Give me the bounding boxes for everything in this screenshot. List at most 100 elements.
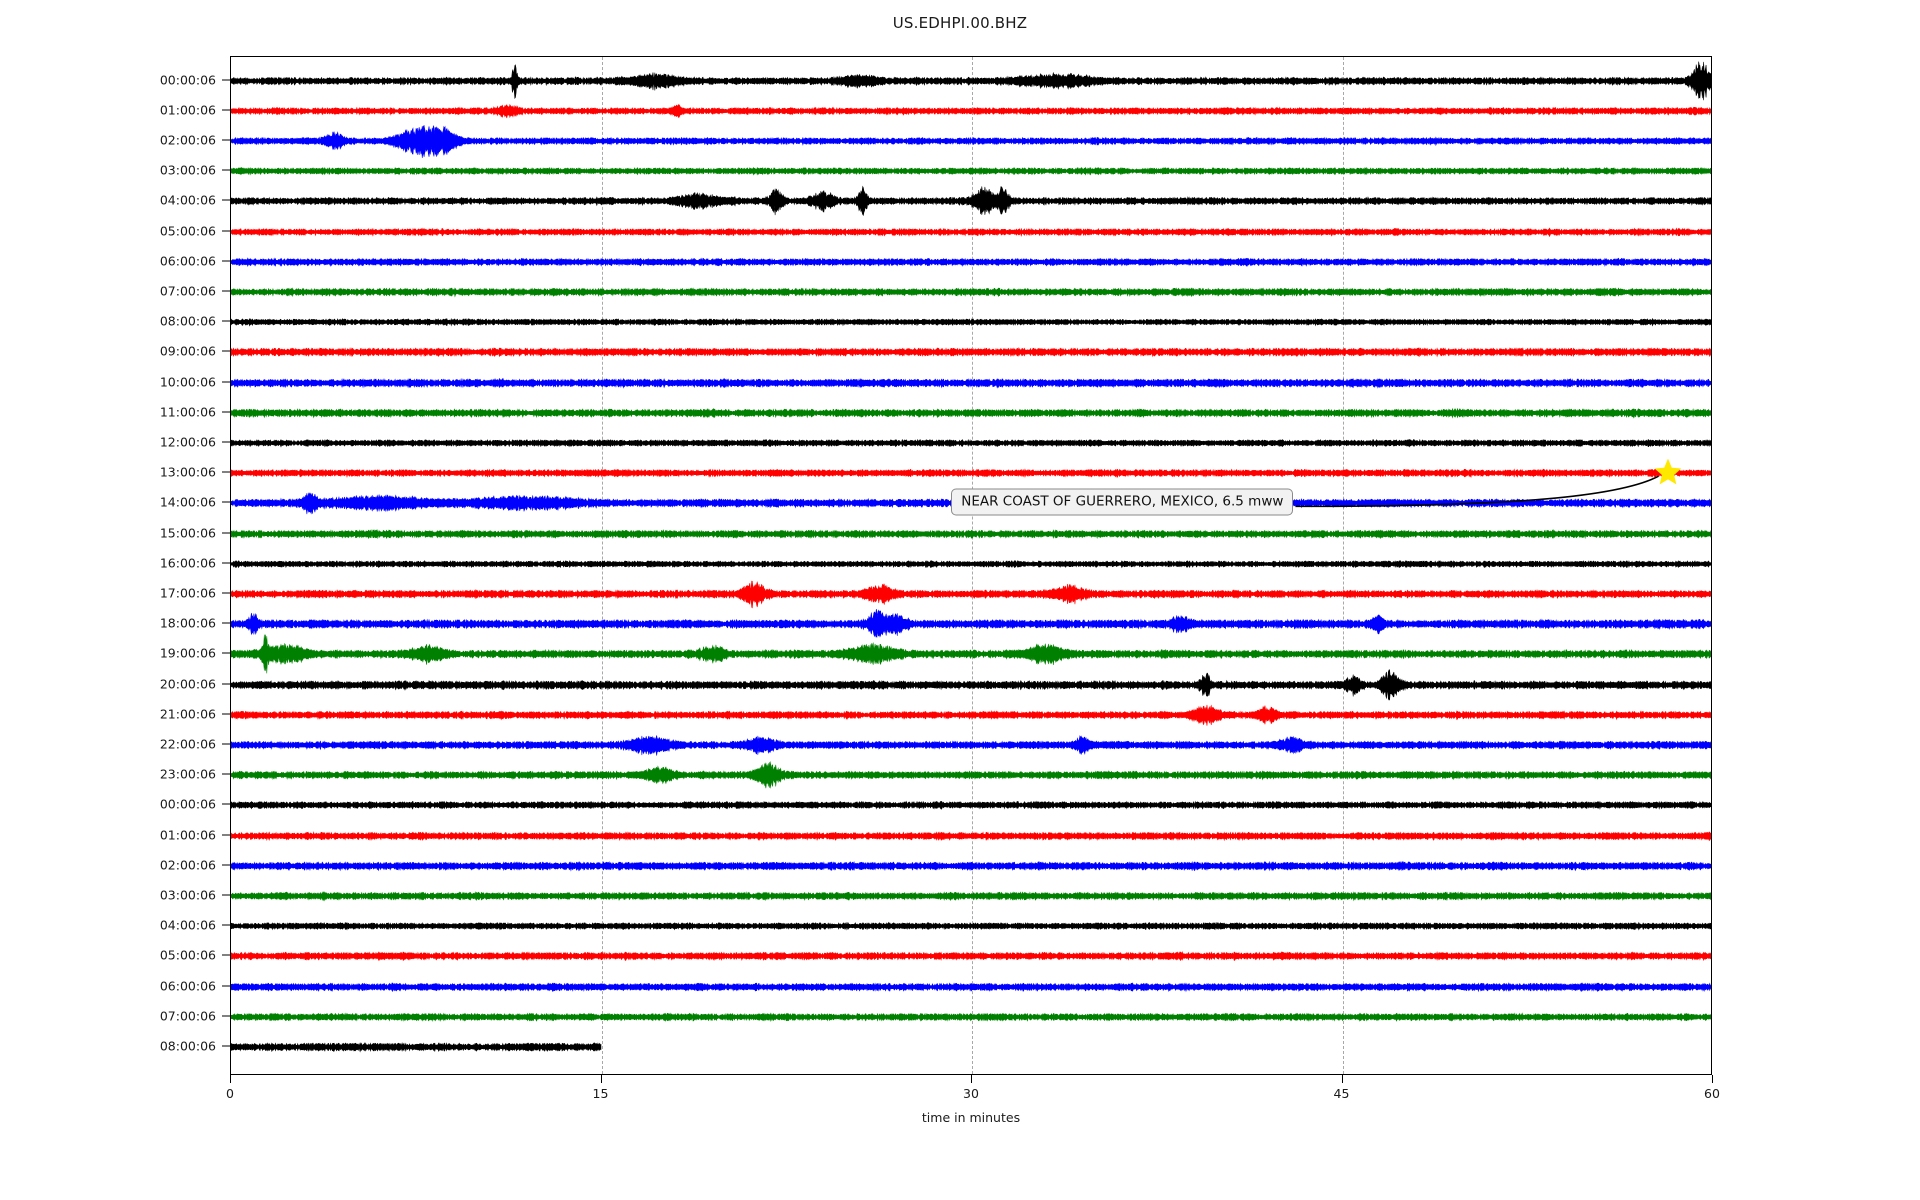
seismic-trace [231, 665, 1711, 705]
seismic-trace [231, 121, 1711, 161]
y-tick-label: 20:00:06 [159, 676, 216, 692]
y-tick-mark [222, 411, 231, 413]
x-tick-label: 0 [226, 1086, 234, 1101]
y-tick-mark [222, 1045, 231, 1047]
y-tick-label: 17:00:06 [159, 585, 216, 601]
y-tick-mark [222, 441, 231, 443]
seismic-trace [231, 151, 1711, 191]
x-tick-mark [1341, 1075, 1343, 1083]
x-tick-mark [1712, 1075, 1713, 1083]
y-tick-mark [222, 592, 231, 594]
seismic-trace [231, 725, 1711, 765]
x-tick-label: 30 [963, 1086, 979, 1101]
y-tick-label: 02:00:06 [159, 857, 216, 873]
seismic-trace [231, 242, 1711, 282]
y-tick-label: 08:00:06 [159, 1038, 216, 1054]
y-tick-label: 13:00:06 [159, 464, 216, 480]
seismic-trace [231, 514, 1711, 554]
seismic-trace [231, 332, 1711, 372]
y-tick-label: 00:00:06 [159, 796, 216, 812]
y-tick-mark [222, 290, 231, 292]
y-tick-mark [222, 924, 231, 926]
seismic-trace [231, 453, 1711, 493]
seismic-trace [231, 816, 1711, 856]
seismic-trace [231, 634, 1711, 674]
seismic-trace [231, 695, 1711, 735]
y-tick-mark [222, 985, 231, 987]
x-tick-mark [600, 1075, 602, 1083]
y-tick-label: 11:00:06 [159, 404, 216, 420]
y-tick-label: 21:00:06 [159, 706, 216, 722]
y-tick-label: 16:00:06 [159, 555, 216, 571]
y-tick-mark [222, 894, 231, 896]
seismic-trace [231, 212, 1711, 252]
y-tick-label: 15:00:06 [159, 525, 216, 541]
earthquake-annotation-label[interactable]: NEAR COAST OF GUERRERO, MEXICO, 6.5 mww [951, 488, 1294, 516]
y-tick-label: 03:00:06 [159, 887, 216, 903]
y-tick-mark [222, 169, 231, 171]
y-tick-label: 06:00:06 [159, 978, 216, 994]
seismic-trace [231, 423, 1711, 463]
y-tick-label: 00:00:06 [159, 72, 216, 88]
seismic-trace [231, 997, 1711, 1037]
y-tick-label: 08:00:06 [159, 313, 216, 329]
x-tick-label: 60 [1704, 1086, 1720, 1101]
y-tick-mark [222, 954, 231, 956]
y-tick-mark [222, 1015, 231, 1017]
x-axis-label: time in minutes [921, 1110, 1021, 1125]
y-tick-mark [222, 501, 231, 503]
x-tick-label: 15 [592, 1086, 609, 1101]
seismic-trace [231, 785, 1711, 825]
y-tick-mark [222, 260, 231, 262]
y-tick-mark [222, 652, 231, 654]
y-tick-mark [222, 622, 231, 624]
y-tick-label: 07:00:06 [159, 283, 216, 299]
y-tick-mark [222, 773, 231, 775]
y-tick-mark [222, 532, 231, 534]
seismic-trace [231, 61, 1711, 101]
seismic-trace [231, 393, 1711, 433]
seismic-trace [231, 846, 1711, 886]
seismic-trace [231, 272, 1711, 312]
y-tick-label: 10:00:06 [159, 374, 216, 390]
seismic-trace [231, 574, 1711, 614]
y-tick-label: 05:00:06 [159, 223, 216, 239]
x-tick-mark [230, 1075, 231, 1083]
x-tick-mark [971, 1075, 972, 1083]
y-tick-mark [222, 713, 231, 715]
y-tick-label: 22:00:06 [159, 736, 216, 752]
y-tick-label: 06:00:06 [159, 253, 216, 269]
y-tick-mark [222, 230, 231, 232]
y-tick-label: 19:00:06 [159, 645, 216, 661]
y-tick-label: 05:00:06 [159, 947, 216, 963]
y-tick-mark [222, 683, 231, 685]
seismic-trace [231, 544, 1711, 584]
seismic-trace [231, 181, 1711, 221]
y-tick-label: 04:00:06 [159, 192, 216, 208]
seismic-trace [231, 967, 1711, 1007]
y-tick-label: 12:00:06 [159, 434, 216, 450]
y-tick-mark [222, 320, 231, 322]
seismic-trace [231, 604, 1711, 644]
y-tick-label: 03:00:06 [159, 162, 216, 178]
plot-clip [231, 57, 1711, 1074]
y-tick-mark [222, 79, 231, 81]
plot-area [230, 56, 1712, 1075]
y-tick-label: 04:00:06 [159, 917, 216, 933]
y-tick-mark [222, 139, 231, 141]
page-title: US.EDHPI.00.BHZ [892, 14, 1028, 32]
y-tick-label: 07:00:06 [159, 1008, 216, 1024]
y-tick-label: 18:00:06 [159, 615, 216, 631]
y-tick-label: 14:00:06 [159, 494, 216, 510]
x-tick-label: 45 [1333, 1086, 1350, 1101]
seismic-trace [231, 936, 1711, 976]
y-tick-label: 09:00:06 [159, 343, 216, 359]
y-tick-mark [222, 350, 231, 352]
y-tick-mark [222, 834, 231, 836]
y-tick-mark [222, 471, 231, 473]
y-tick-mark [222, 381, 231, 383]
y-tick-mark [222, 864, 231, 866]
seismic-trace [231, 755, 1711, 795]
y-tick-label: 01:00:06 [159, 102, 216, 118]
y-tick-mark [222, 743, 231, 745]
